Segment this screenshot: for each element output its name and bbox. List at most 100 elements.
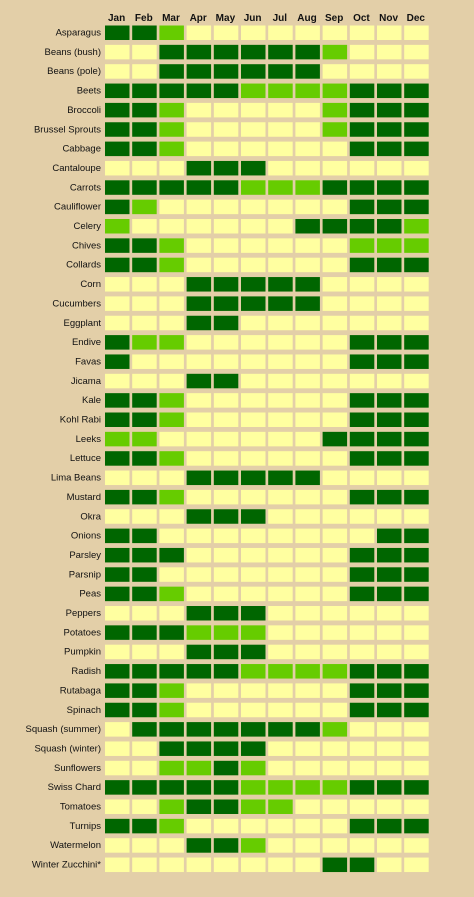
calendar-cell (295, 799, 320, 814)
calendar-cell (349, 393, 375, 408)
calendar-cell (404, 354, 429, 369)
crop-label: Asparagus (56, 28, 102, 39)
calendar-cell (186, 625, 212, 640)
calendar-cell (159, 586, 184, 602)
calendar-cell (268, 625, 293, 640)
calendar-cell (404, 122, 429, 137)
calendar-cell (105, 315, 130, 331)
calendar-cell (377, 606, 402, 621)
calendar-cell (349, 277, 375, 292)
calendar-cell (268, 412, 293, 427)
calendar-cell (105, 489, 130, 505)
calendar-cell (404, 335, 429, 350)
calendar-cell (241, 722, 266, 737)
calendar-cell (268, 547, 293, 563)
calendar-cell (132, 296, 157, 311)
calendar-cell (213, 83, 239, 99)
crop-label: Cabbage (62, 144, 101, 155)
calendar-cell (404, 857, 429, 873)
calendar-cell (268, 451, 293, 466)
calendar-cell (132, 857, 157, 873)
calendar-cell (404, 412, 429, 427)
calendar-cell (105, 799, 130, 814)
calendar-cell (268, 180, 293, 195)
calendar-cell (241, 25, 266, 40)
calendar-cell (159, 625, 184, 640)
calendar-cell (377, 547, 402, 563)
calendar-cell (241, 160, 266, 176)
calendar-cell (132, 683, 157, 698)
calendar-cell (241, 451, 266, 466)
calendar-cell (295, 567, 320, 582)
calendar-cell (295, 760, 320, 776)
calendar-cell (349, 257, 375, 273)
month-label-aug: Aug (297, 13, 316, 24)
calendar-cell (268, 335, 293, 350)
calendar-cell (159, 547, 184, 563)
calendar-cell (349, 567, 375, 582)
calendar-cell (268, 25, 293, 40)
calendar-cell (295, 64, 320, 79)
crop-label: Eggplant (63, 318, 101, 329)
calendar-cell (349, 509, 375, 524)
calendar-cell (322, 393, 348, 408)
calendar-cell (295, 25, 320, 40)
calendar-cell (159, 102, 184, 118)
calendar-cell (186, 547, 212, 563)
calendar-cell (132, 702, 157, 718)
calendar-cell (105, 335, 130, 350)
calendar-cell (213, 547, 239, 563)
calendar-cell (213, 683, 239, 698)
calendar-cell (241, 373, 266, 389)
calendar-cell (213, 199, 239, 215)
calendar-cell (159, 180, 184, 195)
crop-label: Okra (80, 511, 101, 522)
calendar-cell (349, 760, 375, 776)
calendar-cell (105, 780, 130, 795)
calendar-cell (186, 102, 212, 118)
calendar-cell (241, 180, 266, 195)
calendar-cell (322, 470, 348, 486)
calendar-cell (404, 586, 429, 602)
calendar-cell (322, 606, 348, 621)
calendar-cell (186, 683, 212, 698)
calendar-cell (213, 180, 239, 195)
calendar-cell (159, 838, 184, 853)
calendar-cell (213, 567, 239, 582)
calendar-cell (159, 683, 184, 698)
calendar-cell (105, 102, 130, 118)
crop-label: Celery (74, 221, 102, 232)
calendar-cell (132, 451, 157, 466)
calendar-cell (322, 625, 348, 640)
calendar-cell (186, 373, 212, 389)
calendar-cell (322, 180, 348, 195)
calendar-cell (132, 818, 157, 834)
crop-label: Cauliflower (54, 202, 101, 213)
calendar-cell (404, 664, 429, 679)
calendar-cell (186, 83, 212, 99)
calendar-cell (349, 296, 375, 311)
calendar-cell (404, 451, 429, 466)
crop-label: Pumpkin (64, 647, 101, 658)
calendar-cell (295, 431, 320, 447)
calendar-cell (295, 838, 320, 853)
calendar-cell (159, 489, 184, 505)
calendar-cell (132, 219, 157, 234)
calendar-cell (404, 219, 429, 234)
calendar-cell (295, 741, 320, 756)
calendar-cell (159, 64, 184, 79)
calendar-cell (268, 238, 293, 253)
calendar-cell (404, 373, 429, 389)
calendar-cell (159, 122, 184, 137)
calendar-cell (105, 760, 130, 776)
calendar-cell (105, 180, 130, 195)
calendar-cell (377, 219, 402, 234)
calendar-cell (404, 567, 429, 582)
calendar-cell (186, 44, 212, 60)
crop-label: Parsnip (69, 569, 101, 580)
calendar-cell (105, 44, 130, 60)
calendar-cell (105, 702, 130, 718)
calendar-cell (213, 818, 239, 834)
calendar-cell (377, 780, 402, 795)
